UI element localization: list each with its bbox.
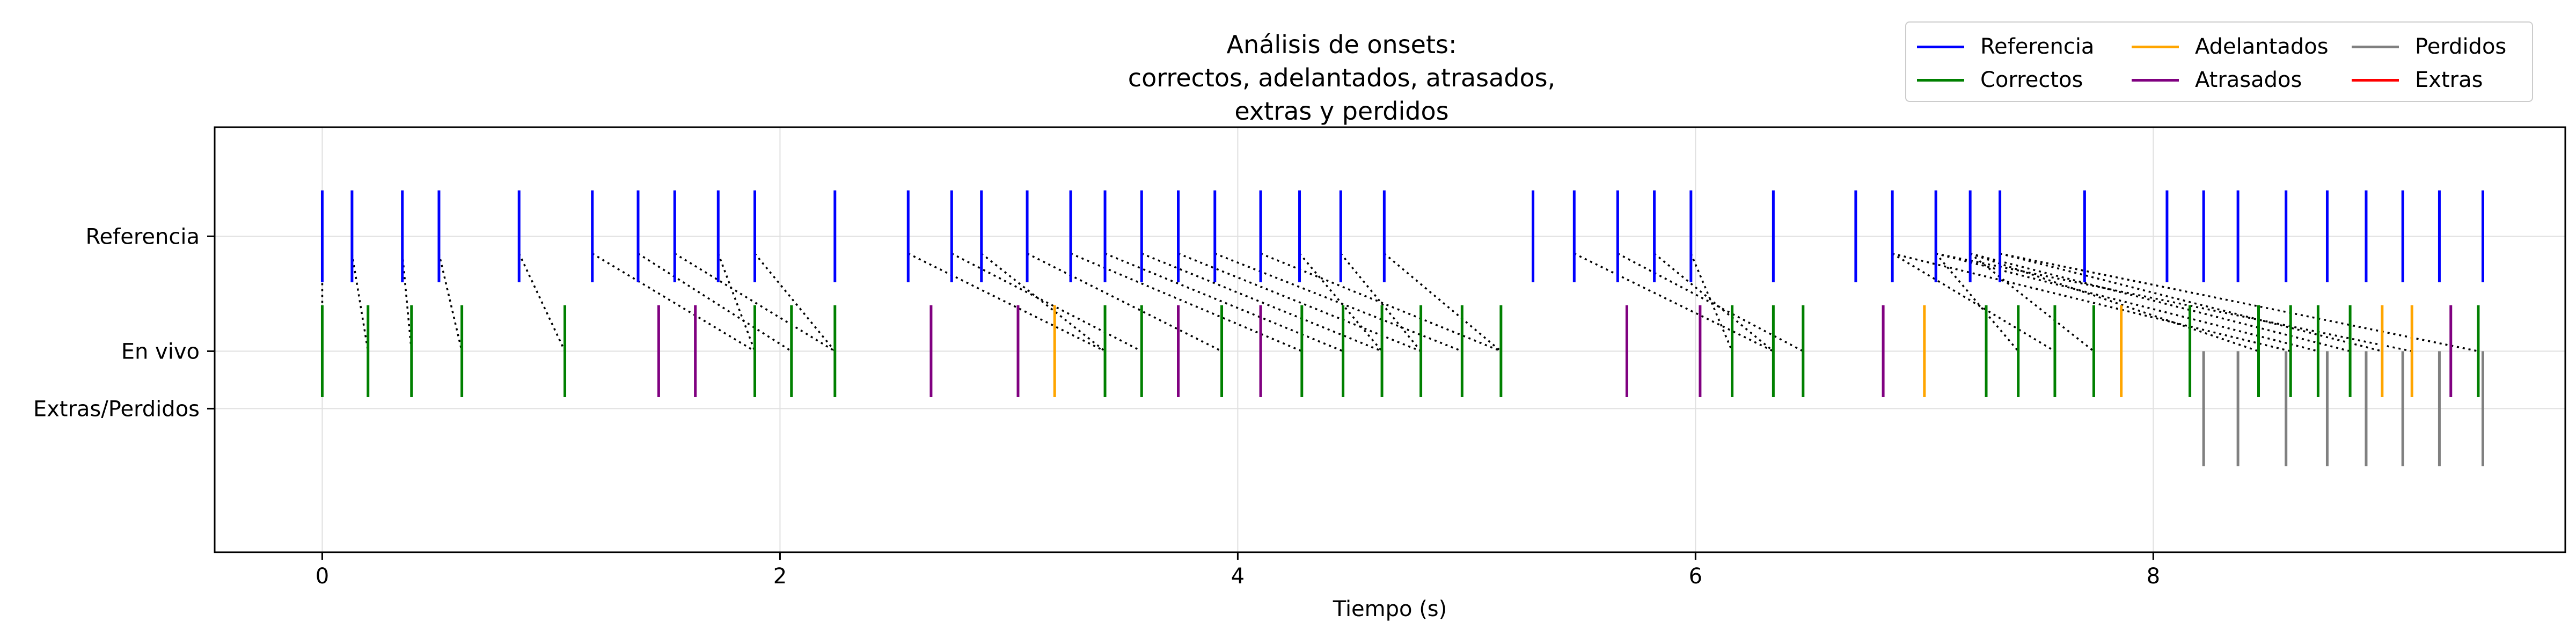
legend-label-correctos: Correctos xyxy=(1980,68,2083,92)
legend-item-referencia: Referencia xyxy=(1917,31,2094,62)
chart-title-line-3: extras y perdidos xyxy=(1234,97,1449,126)
match-line xyxy=(1104,252,1344,353)
legend-swatch-correctos xyxy=(1917,78,1964,82)
match-line xyxy=(438,253,463,352)
match-line xyxy=(1892,252,2291,353)
x-tick-label: 6 xyxy=(1689,564,1702,589)
match-line xyxy=(1177,252,1422,353)
match-line xyxy=(1970,252,2351,353)
x-tick-label: 2 xyxy=(773,564,787,589)
match-line xyxy=(518,253,566,352)
match-line xyxy=(980,253,1106,352)
match-line xyxy=(1070,252,1302,353)
match-line xyxy=(401,253,413,352)
y-tick-label: Extras/Perdidos xyxy=(33,397,200,421)
legend-item-adelantados: Adelantados xyxy=(2132,31,2329,62)
match-line xyxy=(717,253,756,352)
x-tick-label: 0 xyxy=(316,564,329,589)
match-line xyxy=(908,252,1106,352)
match-line xyxy=(1384,253,1502,352)
match-line xyxy=(1214,252,1462,353)
match-line xyxy=(754,253,836,352)
x-axis-label: Tiempo (s) xyxy=(1333,597,1447,621)
legend-item-extras: Extras xyxy=(2352,64,2483,96)
legend-swatch-extras xyxy=(2352,78,2399,82)
x-tick-label: 8 xyxy=(2147,564,2160,589)
match-line xyxy=(674,252,836,352)
chart-title-line-1: Análisis de onsets: xyxy=(1226,30,1457,59)
match-line xyxy=(1299,253,1383,352)
y-tick-label: En vivo xyxy=(121,339,200,364)
match-line xyxy=(1141,252,1382,353)
legend-swatch-adelantados xyxy=(2132,45,2179,48)
legend-item-correctos: Correctos xyxy=(1917,64,2083,96)
legend-label-perdidos: Perdidos xyxy=(2415,34,2507,59)
match-line xyxy=(1690,253,1733,352)
legend-swatch-perdidos xyxy=(2352,45,2399,48)
match-line xyxy=(1027,252,1223,352)
chart-title-line-2: correctos, adelantados, atrasados, xyxy=(1128,63,1556,92)
match-line xyxy=(1653,253,1774,352)
match-line xyxy=(1574,252,1774,352)
legend-label-atrasados: Atrasados xyxy=(2195,68,2302,92)
match-line xyxy=(2000,252,2383,353)
plot-frame xyxy=(214,126,2566,553)
match-line xyxy=(638,252,792,352)
legend-swatch-referencia xyxy=(1917,45,1964,48)
match-line xyxy=(351,253,369,352)
match-line xyxy=(1892,252,2055,352)
match-line xyxy=(1935,253,2019,352)
y-tick-label: Referencia xyxy=(86,224,200,249)
match-line xyxy=(1970,253,2095,352)
match-line xyxy=(591,252,756,352)
legend-label-adelantados: Adelantados xyxy=(2195,34,2329,59)
match-line xyxy=(1970,252,2259,353)
x-tick-label: 4 xyxy=(1231,564,1245,589)
legend-label-extras: Extras xyxy=(2415,68,2483,92)
match-line xyxy=(951,252,1143,352)
legend: Referencia Correctos Adelantados Atrasad… xyxy=(1905,21,2533,102)
match-line xyxy=(1617,252,1804,352)
legend-item-atrasados: Atrasados xyxy=(2132,64,2302,96)
match-line xyxy=(1935,252,2412,353)
chart-title: Análisis de onsets: correctos, adelantad… xyxy=(859,28,1825,128)
legend-item-perdidos: Perdidos xyxy=(2352,31,2506,62)
legend-swatch-atrasados xyxy=(2132,78,2179,82)
match-line xyxy=(1935,252,2318,353)
legend-label-referencia: Referencia xyxy=(1980,34,2095,59)
match-line xyxy=(2000,252,2479,353)
